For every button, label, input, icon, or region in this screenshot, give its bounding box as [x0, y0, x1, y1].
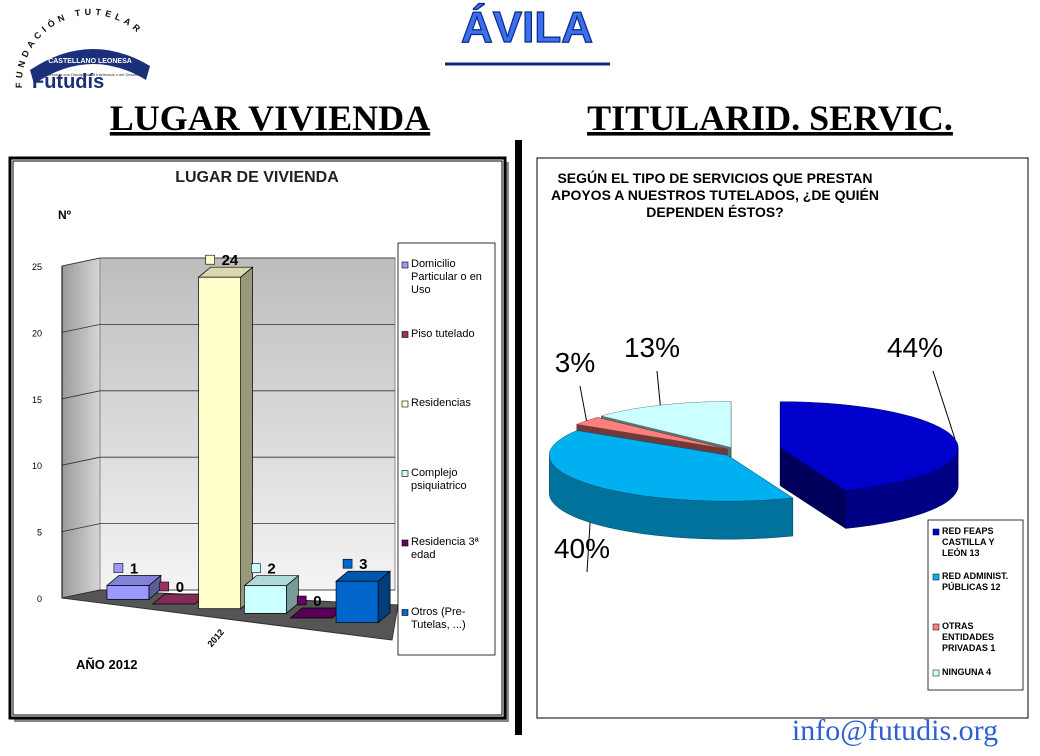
leader-line: [579, 385, 587, 421]
legend-key: [401, 331, 409, 338]
legend-label: Domicilio Particular o en Uso: [411, 258, 482, 297]
legend-key: [401, 539, 409, 547]
y-tick-label: 5: [37, 528, 42, 538]
y-axis-label: Nº: [58, 208, 72, 222]
pie-slice: [779, 401, 959, 529]
logo: FUNDACIÓN TUTELAR CASTELLANO LEONESA Par…: [14, 7, 150, 93]
data-label: 3: [359, 556, 367, 573]
logo-band: [30, 48, 150, 84]
y-tick-label: 15: [32, 395, 42, 405]
data-label-key: [251, 563, 261, 574]
legend: [927, 519, 1024, 691]
logo-band-text: CASTELLANO LEONESA: [48, 58, 132, 65]
legend-key: [932, 669, 940, 677]
legend-label: Complejo psiquiatrico: [411, 466, 467, 492]
pie-slice: [549, 430, 794, 540]
y-tick-label: 25: [32, 262, 42, 272]
slide-title: ÁVILA: [461, 2, 593, 52]
data-label: 40%: [554, 533, 610, 564]
y-tick-label: 20: [32, 328, 42, 338]
legend-key: [401, 261, 409, 269]
data-label-key: [159, 581, 170, 592]
legend-label: RED ADMINIST. PÚBLICAS 12: [942, 571, 1009, 592]
legend-key: [401, 609, 409, 616]
legend-label: Residencias: [411, 397, 471, 409]
logo-tagline: Para personas con Discapacidad Intelectu…: [36, 72, 144, 77]
legend-key: [932, 528, 940, 536]
leader-line: [932, 370, 956, 440]
data-label: 0: [176, 579, 184, 596]
data-label: 0: [313, 593, 321, 610]
bar-face: [106, 585, 150, 600]
bar: [243, 574, 300, 615]
grid-line: [61, 324, 101, 333]
chart-title: SEGÚN EL TIPO DE SERVICIOS QUE PRESTAN A…: [551, 170, 879, 220]
data-label: 44%: [887, 332, 943, 363]
legend: [397, 242, 496, 656]
data-label-key: [205, 254, 215, 265]
bar: [335, 570, 392, 624]
legend-label: RED FEAPS CASTILLA Y LEÓN 13: [942, 526, 995, 558]
legend-key: [932, 623, 940, 631]
data-label-key: [113, 563, 124, 573]
data-label: 24: [222, 252, 239, 269]
grid-line: [61, 257, 101, 267]
legend-label: Otros (Pre-Tutelas, ...): [411, 605, 466, 631]
logo-name: Futudís: [32, 71, 104, 93]
y-tick-label: 10: [32, 461, 42, 471]
data-label: 1: [130, 561, 138, 578]
side-wall: [61, 257, 101, 599]
bar: [105, 574, 162, 601]
bar-face: [240, 266, 253, 610]
x-axis-label: AÑO 2012: [76, 657, 137, 672]
bar-face: [335, 580, 379, 624]
leader-line: [586, 522, 591, 573]
left-heading: LUGAR VIVIENDA: [110, 98, 430, 138]
legend-label: Piso tutelado: [411, 327, 475, 340]
legend-key: [401, 470, 409, 477]
leader-line: [656, 370, 661, 406]
right-heading: TITULARID. SERVIC.: [587, 98, 953, 138]
data-label: 13%: [624, 332, 680, 363]
legend-label: Residencia 3ª edad: [411, 536, 479, 562]
email: info@futudis.org: [792, 714, 998, 747]
y-tick-label: 0: [37, 594, 42, 604]
pie-face: [549, 430, 794, 502]
bar-face: [198, 276, 241, 610]
grid-line: [61, 589, 101, 599]
legend-key: [932, 573, 940, 581]
legend-key: [401, 400, 409, 408]
grid-line: [61, 523, 101, 532]
left-panel-inner: [12, 160, 503, 716]
data-label: 2: [267, 561, 275, 578]
bar-face: [244, 585, 287, 614]
legend-label: NINGUNA 4: [942, 667, 992, 677]
divider: [515, 140, 522, 735]
grid-line: [61, 456, 101, 466]
legend-label: OTRAS ENTIDADES PRIVADAS 1: [942, 621, 996, 653]
grid-line: [61, 390, 101, 400]
data-label-key: [342, 558, 353, 569]
bar: [197, 266, 254, 610]
data-label-key: [296, 595, 307, 606]
chart-title: LUGAR DE VIVIENDA: [175, 169, 339, 186]
data-label: 3%: [555, 347, 595, 378]
